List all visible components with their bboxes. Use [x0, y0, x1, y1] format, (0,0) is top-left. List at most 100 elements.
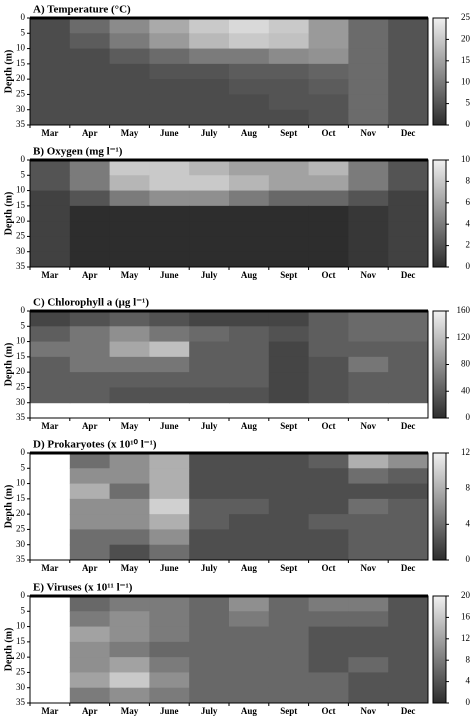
- x-tick-label: Mar: [41, 706, 58, 716]
- contour-cell: [189, 190, 230, 207]
- y-tick-label: 15: [16, 636, 26, 646]
- contour-cell: [69, 175, 111, 192]
- contour-cell: [109, 626, 150, 643]
- contour-cell: [30, 79, 71, 95]
- contour-cell: [109, 94, 150, 111]
- contour-cell: [229, 33, 270, 50]
- contour-cell: [69, 311, 111, 327]
- contour-cell: [348, 372, 389, 388]
- contour-cell: [69, 356, 111, 373]
- x-tick-label: Oct: [322, 563, 336, 573]
- colorbar-tick-label: 4: [466, 676, 471, 686]
- contour-cell: [308, 311, 349, 327]
- contour-cell: [109, 356, 150, 373]
- contour-cell: [149, 79, 190, 95]
- y-tick-label: 10: [16, 336, 26, 346]
- contour-cell: [388, 596, 429, 612]
- contour-cell: [30, 311, 71, 327]
- x-tick-label: Aug: [241, 563, 258, 573]
- x-tick-label: June: [160, 563, 179, 573]
- contour-cell: [268, 657, 310, 673]
- contour-cell: [388, 160, 429, 176]
- y-tick-label: 25: [16, 666, 26, 676]
- contour-cell: [308, 453, 349, 469]
- contour-cell: [109, 641, 150, 658]
- x-tick-label: June: [160, 706, 179, 716]
- contour-cell: [388, 326, 429, 343]
- y-tick-label: 25: [16, 230, 26, 240]
- colorbar-tick-label: 8: [466, 175, 471, 185]
- x-tick-label: Sept: [280, 421, 297, 431]
- contour-cell: [229, 94, 270, 111]
- contour-cell: [229, 641, 270, 658]
- contour-cell: [69, 544, 111, 561]
- contour-cell: [229, 657, 270, 673]
- contour-cell: [189, 94, 230, 111]
- contour-cell: [268, 341, 310, 358]
- contour-cell: [308, 18, 349, 34]
- contour-cell: [149, 33, 190, 50]
- contour-cell: [348, 596, 389, 612]
- contour-cell: [149, 514, 190, 530]
- contour-cell: [308, 160, 349, 176]
- contour-cell: [30, 190, 71, 207]
- contour-cell: [30, 94, 71, 111]
- y-tick-label: 35: [16, 412, 26, 422]
- contour-cell: [109, 63, 150, 80]
- contour-cell: [109, 672, 150, 689]
- contour-cell: [308, 483, 349, 500]
- x-tick-label: Nov: [361, 706, 377, 716]
- x-tick-label: July: [201, 128, 218, 138]
- contour-cell: [109, 190, 150, 207]
- contour-cell: [348, 221, 389, 237]
- contour-cell: [109, 514, 150, 530]
- y-tick-label: 15: [16, 493, 26, 503]
- x-tick-label: July: [201, 706, 218, 716]
- colorbar-tick-label: 15: [461, 55, 471, 65]
- contour-cell: [69, 18, 111, 34]
- colorbar-tick-label: 40: [461, 385, 471, 395]
- contour-cell: [229, 79, 270, 95]
- contour-cell: [30, 33, 71, 50]
- contour-cell: [109, 611, 150, 628]
- contour-cell: [388, 498, 429, 515]
- x-tick-label: Apr: [82, 706, 98, 716]
- x-tick-label: Mar: [41, 421, 58, 431]
- contour-cell: [229, 611, 270, 628]
- contour-cell: [189, 372, 230, 388]
- contour-cell: [69, 33, 111, 50]
- contour-cell: [388, 175, 429, 192]
- colorbar-tick-label: 8: [466, 483, 471, 493]
- contour-cell: [268, 529, 310, 546]
- contour-cell: [388, 483, 429, 500]
- contour-cell: [109, 251, 150, 268]
- contour-cell: [268, 311, 310, 327]
- contour-cell: [229, 175, 270, 192]
- y-tick-label: 5: [21, 27, 26, 37]
- y-axis-label: Depth (m): [3, 485, 14, 529]
- contour-cell: [149, 175, 190, 192]
- contour-cell: [348, 529, 389, 546]
- contour-cell: [268, 221, 310, 237]
- contour-cell: [268, 33, 310, 50]
- x-tick-label: June: [160, 421, 179, 431]
- contour-cell: [189, 221, 230, 237]
- contour-cell: [388, 544, 429, 561]
- contour-cell: [348, 468, 389, 485]
- contour-cell: [388, 79, 429, 95]
- x-tick-label: Mar: [41, 128, 58, 138]
- x-tick-label: Sept: [280, 128, 297, 138]
- colorbar: [432, 310, 447, 419]
- y-tick-label: 0: [21, 305, 26, 315]
- contour-cell: [348, 657, 389, 673]
- contour-cell: [189, 109, 230, 126]
- contour-cell: [348, 611, 389, 628]
- y-axis-label: Depth (m): [3, 628, 14, 672]
- colorbar-tick-label: 4: [466, 518, 471, 528]
- contour-cell: [268, 611, 310, 628]
- y-tick-label: 30: [16, 397, 26, 407]
- contour-cell: [189, 641, 230, 658]
- contour-cell: [388, 18, 429, 34]
- contour-cell: [229, 251, 270, 268]
- y-axis-label: Depth (m): [3, 343, 14, 387]
